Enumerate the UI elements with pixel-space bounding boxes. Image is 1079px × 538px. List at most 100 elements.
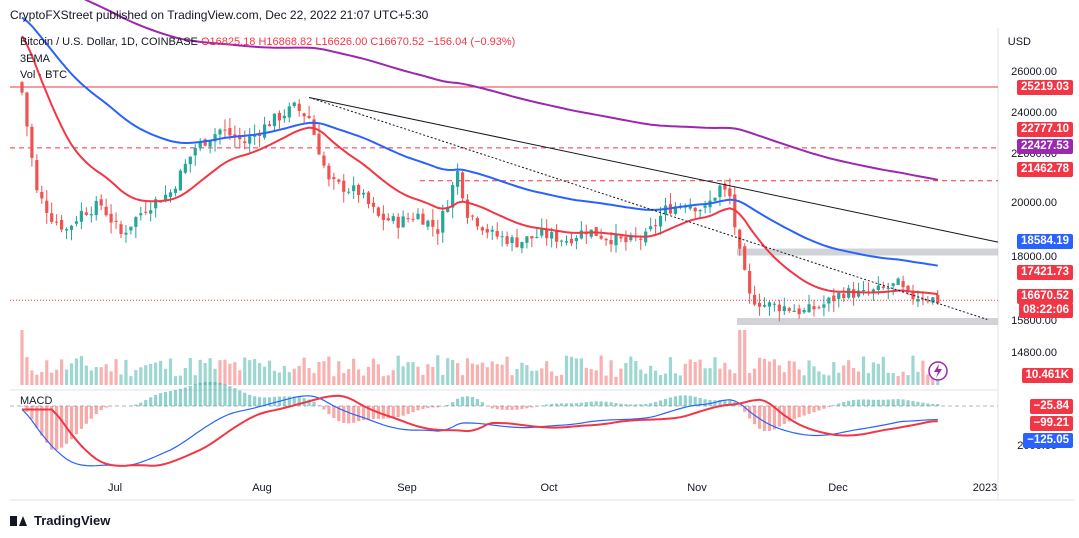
macd-histogram-bar [248,394,252,406]
macd-histogram-bar [762,406,767,432]
macd-histogram-bar [713,400,717,406]
volume-bar [500,364,504,385]
volume-bar [40,371,44,385]
candle-body [460,172,465,199]
y-tick-label: 18000.00 [1011,251,1057,263]
candle-body [139,213,143,216]
candle-body [797,308,801,315]
volume-bar [282,365,286,385]
ema-legend: 3EMA [20,53,50,65]
volume-bar [485,367,489,385]
volume-bar [807,360,811,385]
volume-bar [772,359,776,385]
volume-bar [871,362,875,385]
candle-body [262,124,267,138]
volume-bar [94,367,98,385]
macd-histogram-bar [777,406,781,427]
price-tag: 25219.03 [1017,80,1073,95]
macd-legend: MACD [20,395,53,407]
volume-bar [891,373,895,385]
candle-body [60,219,64,230]
macd-histogram-bar [673,396,677,406]
volume-bar [317,361,321,385]
candle-body [614,234,618,246]
volume-bar [347,369,351,385]
candle-body [317,133,321,155]
candle-body [357,184,361,196]
macd-histogram-bar [89,406,93,419]
volume-bar [218,360,222,385]
candle-body [485,228,489,233]
candle-body [312,119,316,135]
volume-bar [847,360,851,385]
volume-bar [188,357,192,385]
macd-histogram-bar [218,382,222,406]
macd-histogram-bar [381,406,385,419]
macd-histogram-bar [55,406,59,450]
macd-histogram-bar [391,406,395,418]
candle-body [777,304,781,312]
volume-bar [916,371,920,385]
macd-histogram-bar [163,391,168,406]
macd-histogram-bar [228,386,232,406]
macd-histogram-bar [654,401,658,406]
candle-body [25,92,29,127]
candle-body [456,171,460,187]
volume-bar [45,360,49,385]
candle-body [99,199,103,206]
macd-histogram-bar [797,406,801,418]
volume-bar [559,374,564,385]
ohlc-values: O16825.18 H16868.82 L16626.00 C16670.52 … [200,36,516,48]
macd-histogram-bar [856,399,861,406]
macd-histogram-bar [287,396,291,406]
macd-histogram-bar [569,403,574,406]
volume-bar [510,375,514,385]
volume-bar [228,363,232,385]
candle-body [193,147,197,156]
candle-body [366,192,371,205]
volume-bar [451,360,455,385]
volume-bar [327,356,331,385]
macd-histogram-bar [728,400,732,406]
volume-bar [35,374,39,385]
macd-histogram-bar [767,406,772,431]
price-tag: 17421.73 [1017,265,1073,280]
volume-bar [391,370,395,385]
volume-bar [411,362,415,385]
volume-bar [921,360,925,385]
macd-histogram-bar [817,406,821,411]
macd-histogram-bar [292,396,296,406]
macd-histogram-bar [94,406,98,415]
support-band [737,318,998,325]
volume-bar [79,356,83,385]
candle-body [282,115,286,119]
candle-body [926,300,930,302]
volume-bar [584,367,588,385]
candle-body [490,229,494,232]
macd-histogram-bar [40,406,44,436]
candle-body [446,206,450,212]
tradingview-logo[interactable]: TradingView [10,513,110,528]
volume-bar [594,370,598,385]
candle-body [129,226,133,231]
macd-histogram-bar [649,403,653,406]
macd-histogram-bar [347,406,351,424]
volume-bar [55,369,59,385]
candle-body [639,238,643,240]
macd-histogram-bar [916,401,920,406]
x-tick-label: Dec [828,482,848,494]
macd-histogram-bar [317,405,321,406]
resistance-band [737,248,998,256]
volume-bar [173,376,178,385]
macd-histogram-bar [203,382,207,406]
macd-histogram-bar [564,403,569,406]
x-tick-label: Jul [107,482,123,494]
macd-histogram-bar [812,406,816,413]
macd-histogram-bar [74,406,79,435]
candle-body [495,231,499,237]
volume-bar [154,362,158,385]
candle-body [391,216,395,222]
candle-body [188,156,192,165]
macd-histogram-bar [470,397,475,406]
